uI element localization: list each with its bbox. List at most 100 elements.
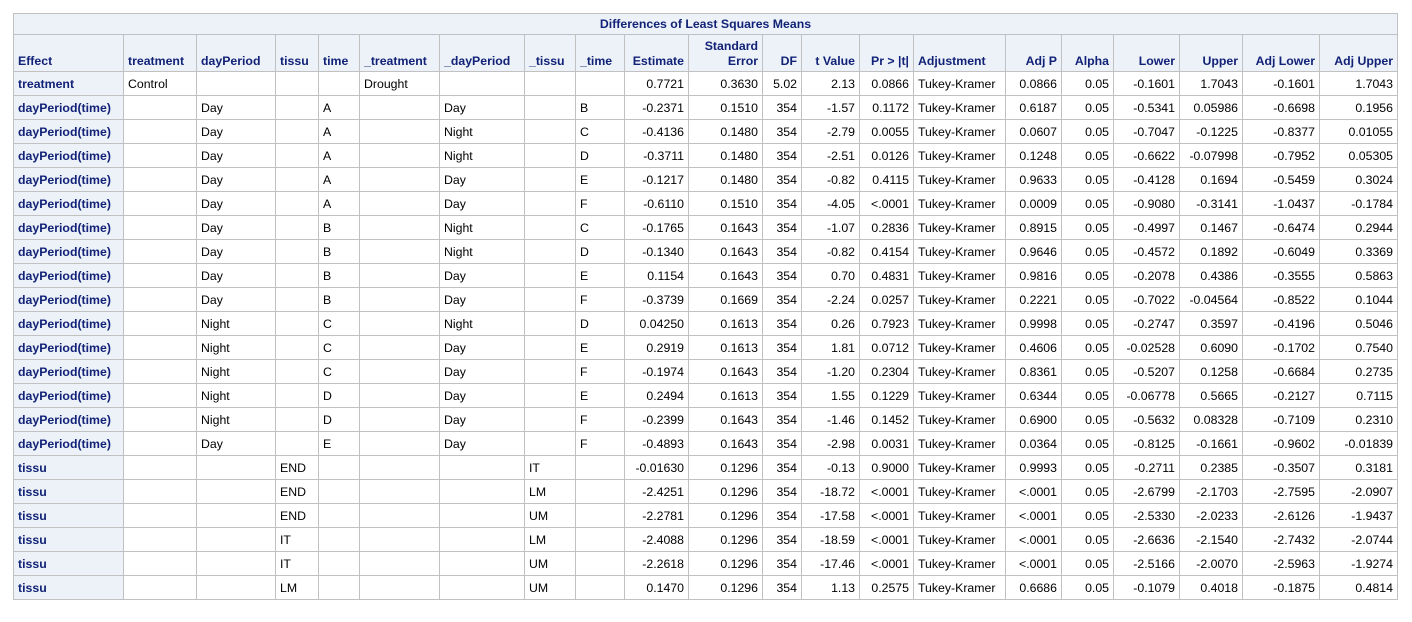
cell-df: 354 <box>762 527 802 552</box>
row-header-effect: dayPeriod(time) <box>13 287 124 312</box>
cell-std-error: 0.1643 <box>688 431 763 456</box>
cell-df: 354 <box>762 215 802 240</box>
cell-tissu <box>275 431 319 456</box>
cell-pr-t: 0.7923 <box>859 311 914 336</box>
cell-adj-p: 0.8915 <box>1005 215 1062 240</box>
column-header-adj-upper: Adj Upper <box>1319 34 1398 72</box>
cell-alpha: 0.05 <box>1061 143 1114 168</box>
cell-alpha: 0.05 <box>1061 287 1114 312</box>
cell--treatment <box>359 191 440 216</box>
cell-estimate: 0.04250 <box>624 311 689 336</box>
cell-estimate: 0.2919 <box>624 335 689 360</box>
cell-lower: -2.6636 <box>1113 527 1180 552</box>
cell-std-error: 0.1643 <box>688 239 763 264</box>
cell-adjustment: Tukey-Kramer <box>913 191 1006 216</box>
cell--time: D <box>575 311 625 336</box>
cell-upper: 0.1258 <box>1179 359 1243 384</box>
cell-adj-p: <.0001 <box>1005 479 1062 504</box>
cell--treatment <box>359 95 440 120</box>
column-header-adj-p: Adj P <box>1005 34 1062 72</box>
cell-lower: -0.06778 <box>1113 383 1180 408</box>
cell-adj-p: 0.9646 <box>1005 239 1062 264</box>
cell-estimate: -2.2781 <box>624 503 689 528</box>
cell-treatment <box>123 287 197 312</box>
cell-std-error: 0.1296 <box>688 479 763 504</box>
cell--dayPeriod: Day <box>439 95 525 120</box>
cell-pr-t: 0.4154 <box>859 239 914 264</box>
cell-df: 354 <box>762 311 802 336</box>
cell-lower: -0.4997 <box>1113 215 1180 240</box>
cell-adj-upper: -0.1784 <box>1319 191 1398 216</box>
cell--dayPeriod: Night <box>439 215 525 240</box>
column-header-time: time <box>318 34 360 72</box>
cell-treatment <box>123 431 197 456</box>
cell-lower: -0.7022 <box>1113 287 1180 312</box>
cell-std-error: 0.1510 <box>688 191 763 216</box>
cell-upper: 0.05986 <box>1179 95 1243 120</box>
table-row: dayPeriod(time) Day B Night C -0.1765 0.1643 35… <box>13 215 1398 240</box>
cell-alpha: 0.05 <box>1061 191 1114 216</box>
cell-lower: -0.9080 <box>1113 191 1180 216</box>
cell--time: C <box>575 215 625 240</box>
cell-dayPeriod: Night <box>196 359 276 384</box>
row-header-effect: dayPeriod(time) <box>13 263 124 288</box>
cell-t-value: -17.46 <box>801 551 860 576</box>
cell-treatment <box>123 167 197 192</box>
cell-alpha: 0.05 <box>1061 383 1114 408</box>
cell-estimate: -0.4893 <box>624 431 689 456</box>
cell--treatment <box>359 527 440 552</box>
cell-dayPeriod: Night <box>196 383 276 408</box>
cell-adjustment: Tukey-Kramer <box>913 287 1006 312</box>
cell-adj-p: 0.9998 <box>1005 311 1062 336</box>
row-header-effect: dayPeriod(time) <box>13 167 124 192</box>
cell-df: 354 <box>762 263 802 288</box>
cell--tissu <box>524 215 576 240</box>
table-row: dayPeriod(time) Night D Day E 0.2494 0.1613 354… <box>13 383 1398 408</box>
row-header-effect: dayPeriod(time) <box>13 407 124 432</box>
cell-adj-p: 0.0607 <box>1005 119 1062 144</box>
cell-lower: -0.02528 <box>1113 335 1180 360</box>
cell--treatment <box>359 383 440 408</box>
cell-dayPeriod <box>196 455 276 480</box>
cell-adj-p: 0.9633 <box>1005 167 1062 192</box>
cell-df: 354 <box>762 287 802 312</box>
cell-time: D <box>318 407 360 432</box>
cell-pr-t: 0.0031 <box>859 431 914 456</box>
cell-t-value: -18.72 <box>801 479 860 504</box>
table-row: tissu END IT -0.01630 0.1296 354 -0.13 0.9000 Tu… <box>13 455 1398 480</box>
row-header-effect: tissu <box>13 575 124 600</box>
cell-treatment <box>123 191 197 216</box>
cell-dayPeriod: Day <box>196 239 276 264</box>
cell-t-value: -1.57 <box>801 95 860 120</box>
row-header-effect: dayPeriod(time) <box>13 359 124 384</box>
cell-df: 354 <box>762 167 802 192</box>
cell-tissu <box>275 119 319 144</box>
cell-t-value: 1.81 <box>801 335 860 360</box>
cell-time: A <box>318 191 360 216</box>
cell-time: A <box>318 95 360 120</box>
cell-estimate: -0.1765 <box>624 215 689 240</box>
cell-pr-t: <.0001 <box>859 479 914 504</box>
cell-adj-p: <.0001 <box>1005 551 1062 576</box>
cell-lower: -0.5207 <box>1113 359 1180 384</box>
cell-alpha: 0.05 <box>1061 575 1114 600</box>
cell-adj-lower: -0.1601 <box>1242 71 1320 96</box>
cell--time: F <box>575 407 625 432</box>
cell--tissu <box>524 287 576 312</box>
cell-estimate: -2.2618 <box>624 551 689 576</box>
cell--time <box>575 479 625 504</box>
cell--time: F <box>575 287 625 312</box>
row-header-effect: dayPeriod(time) <box>13 383 124 408</box>
cell-alpha: 0.05 <box>1061 95 1114 120</box>
cell-adj-lower: -0.6474 <box>1242 215 1320 240</box>
cell-estimate: 0.1154 <box>624 263 689 288</box>
cell-adj-p: 0.9993 <box>1005 455 1062 480</box>
cell-adj-lower: -2.7432 <box>1242 527 1320 552</box>
cell-adj-lower: -0.3507 <box>1242 455 1320 480</box>
table-row: dayPeriod(time) Day A Day B -0.2371 0.1510 354-… <box>13 95 1398 120</box>
cell-time: A <box>318 119 360 144</box>
cell-estimate: -0.6110 <box>624 191 689 216</box>
cell-df: 354 <box>762 551 802 576</box>
cell-upper: 0.1694 <box>1179 167 1243 192</box>
row-header-effect: dayPeriod(time) <box>13 95 124 120</box>
